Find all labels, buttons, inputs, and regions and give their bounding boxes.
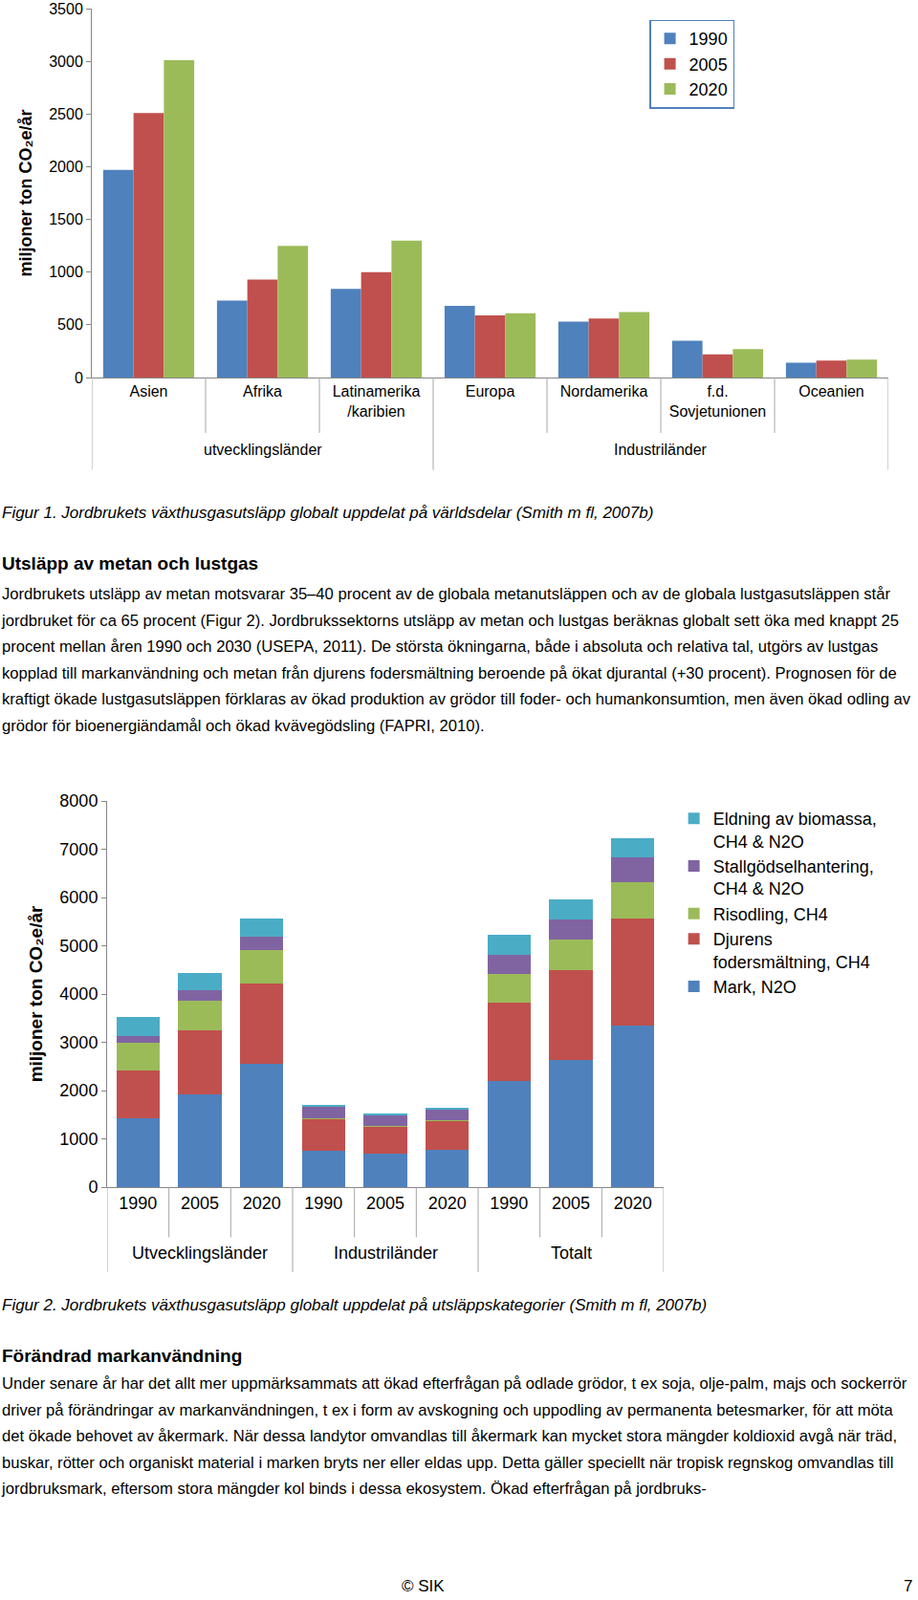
svg-text:8000: 8000 — [59, 791, 98, 811]
svg-text:6000: 6000 — [59, 888, 98, 908]
svg-text:1000: 1000 — [48, 263, 84, 281]
html-text:7: 7 — [903, 1577, 913, 1596]
svg-text:2000: 2000 — [48, 158, 84, 175]
svg-text:Oceanien: Oceanien — [798, 383, 865, 400]
svg-text:Stallgödselhantering,CH4 & N2O: Stallgödselhantering,CH4 & N2O — [713, 857, 875, 899]
svg-text:2000: 2000 — [59, 1081, 98, 1101]
svg-text:Djurensfodersmältning, CH4: Djurensfodersmältning, CH4 — [713, 930, 871, 972]
svg-text:2020: 2020 — [613, 1194, 653, 1214]
svg-text:Eldning av biomassa,CH4 & N2O: Eldning av biomassa,CH4 & N2O — [713, 809, 877, 852]
svg-text:2020: 2020 — [242, 1194, 282, 1214]
svg-text:miljoner ton CO₂e/år: miljoner ton CO₂e/år — [16, 109, 36, 277]
svg-text:1990: 1990 — [304, 1194, 343, 1214]
svg-text:1500: 1500 — [48, 211, 84, 228]
html-text:Under senare år har det allt m: Under senare år har det allt mer uppmärk… — [1, 1375, 907, 1499]
svg-text:Utvecklingsländer: Utvecklingsländer — [131, 1244, 268, 1264]
svg-text:3000: 3000 — [48, 53, 84, 70]
svg-text:Industriländer: Industriländer — [613, 441, 708, 459]
html-text:Figur 1. Jordbrukets växthusga: Figur 1. Jordbrukets växthusgasutsläpp g… — [1, 503, 654, 523]
svg-text:0: 0 — [74, 370, 84, 387]
svg-text:0: 0 — [87, 1178, 98, 1198]
svg-text:Europa: Europa — [465, 383, 516, 400]
svg-text:Mark, N2O: Mark, N2O — [713, 978, 797, 998]
svg-text:1990: 1990 — [118, 1194, 157, 1214]
svg-text:2005: 2005 — [689, 55, 728, 75]
svg-text:utvecklingsländer: utvecklingsländer — [203, 441, 323, 459]
svg-text:2005: 2005 — [180, 1194, 219, 1214]
svg-text:2020: 2020 — [428, 1194, 467, 1214]
svg-text:2005: 2005 — [366, 1194, 405, 1214]
svg-text:miljoner ton CO₂e/år: miljoner ton CO₂e/år — [25, 905, 46, 1083]
html-text:Jordbrukets utsläpp av metan m: Jordbrukets utsläpp av metan motsvarar 3… — [1, 585, 911, 735]
svg-text:5000: 5000 — [59, 937, 98, 957]
svg-text:4000: 4000 — [59, 984, 98, 1005]
svg-text:Afrika: Afrika — [242, 383, 283, 400]
svg-text:Latinamerika/karibien: Latinamerika/karibien — [332, 383, 421, 420]
svg-text:500: 500 — [57, 316, 84, 333]
svg-text:Risodling, CH4: Risodling, CH4 — [713, 905, 829, 925]
svg-text:Nordamerika: Nordamerika — [560, 383, 649, 400]
svg-text:2005: 2005 — [551, 1194, 591, 1214]
svg-text:2020: 2020 — [689, 80, 728, 100]
svg-text:Industriländer: Industriländer — [333, 1244, 438, 1264]
svg-text:Asien: Asien — [129, 383, 168, 400]
svg-text:f.d.Sovjetunionen: f.d.Sovjetunionen — [669, 383, 766, 420]
html-text:Förändrad markanvändning: Förändrad markanvändning — [1, 1346, 243, 1367]
html-text:Utsläpp av metan och lustgas: Utsläpp av metan och lustgas — [1, 553, 259, 574]
svg-text:7000: 7000 — [59, 840, 98, 860]
html-text:© SIK: © SIK — [401, 1577, 445, 1596]
html-text:Figur 2. Jordbrukets växthusga: Figur 2. Jordbrukets växthusgasutsläpp g… — [1, 1296, 707, 1315]
svg-text:Totalt: Totalt — [550, 1244, 592, 1264]
svg-text:3500: 3500 — [48, 0, 84, 18]
svg-text:1990: 1990 — [689, 29, 728, 49]
svg-text:1000: 1000 — [59, 1130, 98, 1150]
svg-text:3000: 3000 — [59, 1033, 98, 1053]
svg-text:2500: 2500 — [48, 106, 84, 123]
svg-text:1990: 1990 — [489, 1194, 528, 1214]
